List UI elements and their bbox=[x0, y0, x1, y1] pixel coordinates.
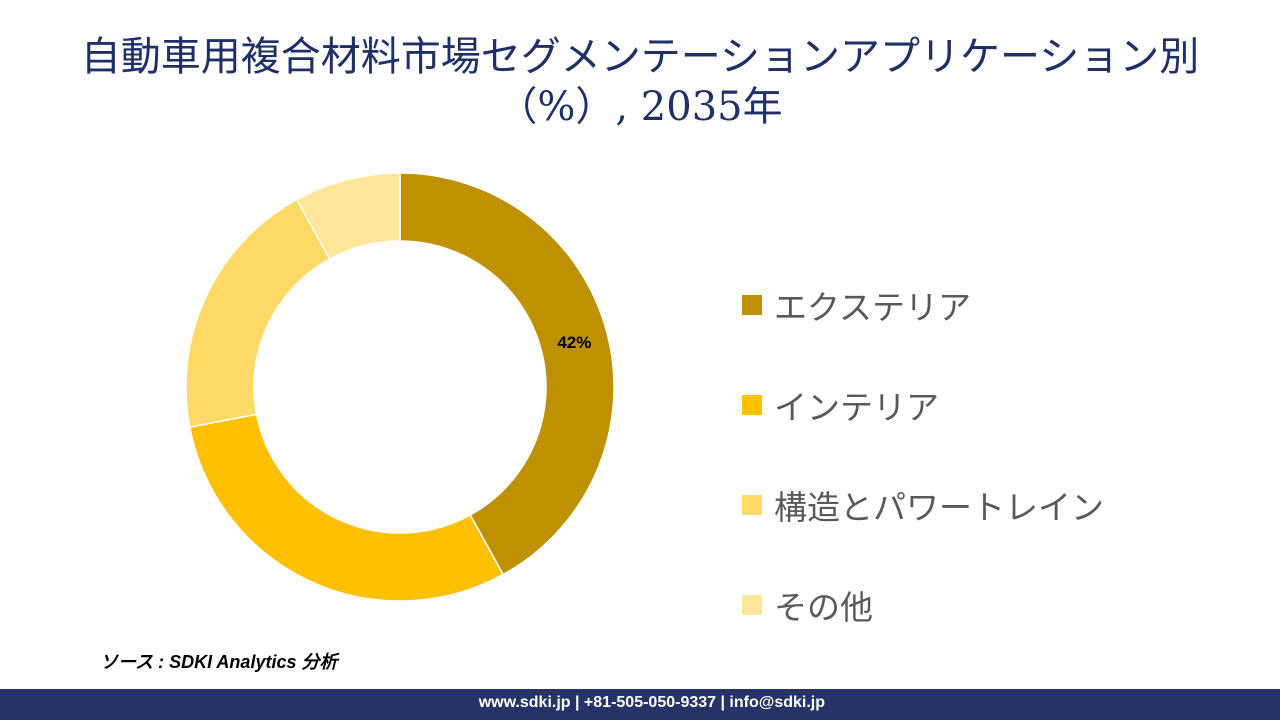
data-label-0: 42% bbox=[557, 333, 591, 352]
legend-item-structure-powertrain: 構造とパワートレイン bbox=[742, 455, 1104, 555]
chart-title-line-1: 自動車用複合材料市場セグメンテーションアプリケーション別 bbox=[80, 34, 1200, 80]
legend-swatch bbox=[742, 495, 762, 515]
donut-slice-1 bbox=[188, 413, 505, 602]
donut-chart: 42% bbox=[185, 172, 615, 602]
donut-slice-0 bbox=[399, 172, 615, 576]
legend-swatch bbox=[742, 395, 762, 415]
legend-label: 構造とパワートレイン bbox=[774, 488, 1104, 527]
legend-item-interior: インテリア bbox=[742, 355, 1104, 455]
footer-contact: www.sdki.jp | +81-505-050-9337 | info@sd… bbox=[478, 694, 825, 711]
chart-title-line-2: （%）, 2035年 bbox=[497, 84, 783, 130]
source-note: ソース : SDKI Analytics 分析 bbox=[100, 652, 338, 672]
legend-item-other: その他 bbox=[742, 555, 1104, 655]
legend: エクステリア インテリア 構造とパワートレイン その他 bbox=[742, 255, 1104, 655]
donut-slice-3 bbox=[295, 172, 401, 261]
legend-item-exterior: エクステリア bbox=[742, 255, 1104, 355]
legend-swatch bbox=[742, 295, 762, 315]
donut-slice-2 bbox=[185, 198, 331, 428]
chart-title: 自動車用複合材料市場セグメンテーションアプリケーション別 （%）, 2035年 bbox=[0, 32, 1280, 132]
legend-swatch bbox=[742, 595, 762, 615]
legend-label: エクステリア bbox=[774, 288, 972, 327]
footer-bar: www.sdki.jp | +81-505-050-9337 | info@sd… bbox=[0, 689, 1280, 720]
legend-label: その他 bbox=[774, 588, 873, 627]
legend-label: インテリア bbox=[774, 388, 939, 427]
